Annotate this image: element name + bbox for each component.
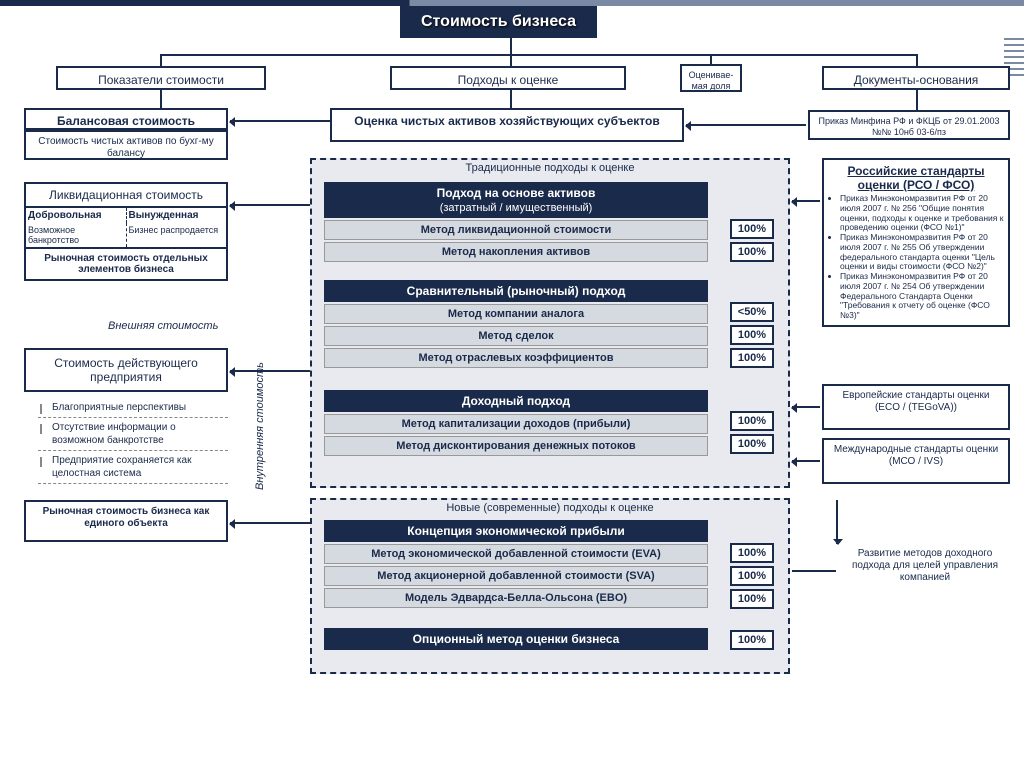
arrow bbox=[836, 500, 838, 544]
conn bbox=[916, 90, 918, 110]
arrow bbox=[230, 370, 310, 372]
rso-title: Российские стандарты оценки (РСО / ФСО) bbox=[828, 164, 1004, 192]
approach-opt: Опционный метод оценки бизнеса bbox=[324, 628, 708, 650]
box-ivs: Международные стандарты оценки (МСО / IV… bbox=[822, 438, 1010, 484]
box-share: Оценивае- мая доля bbox=[680, 64, 742, 92]
liq-market: Рыночная стоимость отдельных элементов б… bbox=[26, 247, 226, 279]
going-item: Предприятие сохраняется как целостная си… bbox=[38, 451, 228, 484]
asset-header: Подход на основе активов(затратный / иму… bbox=[324, 182, 708, 218]
conn bbox=[792, 570, 836, 572]
group-traditional: Традиционные подходы к оценке Подход на … bbox=[310, 158, 790, 488]
box-docs: Документы-основания bbox=[822, 66, 1010, 90]
arrow bbox=[230, 522, 310, 524]
ep-header: Концепция экономической прибыли bbox=[324, 520, 708, 542]
pct: 100% bbox=[730, 348, 774, 368]
method: Метод отраслевых коэффициентов bbox=[324, 348, 708, 368]
arrow bbox=[792, 200, 820, 202]
arrow bbox=[792, 406, 820, 408]
approach-asset: Подход на основе активов(затратный / иму… bbox=[324, 182, 708, 262]
approach-market: Сравнительный (рыночный) подход Метод ко… bbox=[324, 280, 708, 368]
conn bbox=[510, 36, 512, 54]
arrow bbox=[230, 120, 330, 122]
pct: 100% bbox=[730, 242, 774, 262]
group-new-label: Новые (современные) подходы к оценке bbox=[446, 502, 653, 514]
main-title: Стоимость бизнеса bbox=[400, 6, 597, 38]
box-balance-title: Балансовая стоимость bbox=[24, 108, 228, 130]
liq-title: Ликвидационная стоимость bbox=[26, 184, 226, 208]
mkt-header: Сравнительный (рыночный) подход bbox=[324, 280, 708, 302]
pct: 100% bbox=[730, 630, 774, 650]
pct: <50% bbox=[730, 302, 774, 322]
box-order: Приказ Минфина РФ и ФКЦБ от 29.01.2003 №… bbox=[808, 110, 1010, 140]
liq-forced: Вынужденная bbox=[127, 208, 227, 223]
opt-header: Опционный метод оценки бизнеса bbox=[324, 628, 708, 650]
conn bbox=[160, 54, 162, 66]
method: Метод капитализации доходов (прибыли) bbox=[324, 414, 708, 434]
method: Метод экономической добавленной стоимост… bbox=[324, 544, 708, 564]
arrow bbox=[686, 124, 806, 126]
going-title: Стоимость действующего предприятия bbox=[26, 350, 226, 390]
going-market: Рыночная стоимость бизнеса как единого о… bbox=[24, 500, 228, 542]
method: Метод накопления активов bbox=[324, 242, 708, 262]
box-indicators: Показатели стоимости bbox=[56, 66, 266, 90]
rso-item: Приказ Минэкономразвития РФ от 20 июля 2… bbox=[840, 194, 1004, 233]
going-list: Благоприятные перспективы Отсутствие инф… bbox=[38, 398, 228, 484]
pct: 100% bbox=[730, 411, 774, 431]
label-ext-value: Внешняя стоимость bbox=[108, 320, 218, 332]
pct: 100% bbox=[730, 434, 774, 454]
rso-item: Приказ Минэкономразвития РФ от 20 июля 2… bbox=[840, 272, 1004, 321]
box-going: Стоимость действующего предприятия bbox=[24, 348, 228, 392]
liq-vol: Добровольная bbox=[26, 208, 127, 223]
group-new: Новые (современные) подходы к оценке Кон… bbox=[310, 498, 790, 674]
conn bbox=[916, 54, 918, 66]
conn bbox=[160, 54, 916, 56]
method: Метод акционерной добавленной стоимости … bbox=[324, 566, 708, 586]
rso-item: Приказ Минэкономразвития РФ от 20 июля 2… bbox=[840, 233, 1004, 272]
dev-note: Развитие методов доходного подхода для ц… bbox=[840, 548, 1010, 584]
method: Метод сделок bbox=[324, 326, 708, 346]
method: Модель Эдвардса-Белла-Ольсона (EBO) bbox=[324, 588, 708, 608]
conn bbox=[510, 54, 512, 66]
box-eco: Европейские стандарты оценки (ECO / (TEG… bbox=[822, 384, 1010, 430]
method: Метод ликвидационной стоимости bbox=[324, 220, 708, 240]
pct: 100% bbox=[730, 566, 774, 586]
going-item: Благоприятные перспективы bbox=[38, 398, 228, 418]
going-item: Отсутствие информации о возможном банкро… bbox=[38, 418, 228, 451]
pct: 100% bbox=[730, 325, 774, 345]
conn bbox=[160, 90, 162, 108]
group-trad-label: Традиционные подходы к оценке bbox=[466, 162, 635, 174]
pct: 100% bbox=[730, 219, 774, 239]
method: Метод дисконтирования денежных потоков bbox=[324, 436, 708, 456]
inc-header: Доходный подход bbox=[324, 390, 708, 412]
box-balance-sub: Стоимость чистых активов по бухг-му бала… bbox=[24, 130, 228, 160]
label-int-value: Внутренняя стоимость bbox=[254, 362, 266, 490]
box-approaches: Подходы к оценке bbox=[390, 66, 626, 90]
method: Метод компании аналога bbox=[324, 304, 708, 324]
liq-note2: Бизнес распродается bbox=[127, 223, 227, 247]
box-rso: Российские стандарты оценки (РСО / ФСО) … bbox=[822, 158, 1010, 327]
pct: 100% bbox=[730, 543, 774, 563]
arrow bbox=[792, 460, 820, 462]
box-liquidation: Ликвидационная стоимость Добровольная Вы… bbox=[24, 182, 228, 281]
box-net-assets: Оценка чистых активов хозяйствующих субъ… bbox=[330, 108, 684, 142]
liq-note1: Возможное банкротство bbox=[26, 223, 127, 247]
arrow bbox=[230, 204, 310, 206]
approach-ep: Концепция экономической прибыли Метод эк… bbox=[324, 520, 708, 608]
pct: 100% bbox=[730, 589, 774, 609]
approach-income: Доходный подход Метод капитализации дохо… bbox=[324, 390, 708, 456]
